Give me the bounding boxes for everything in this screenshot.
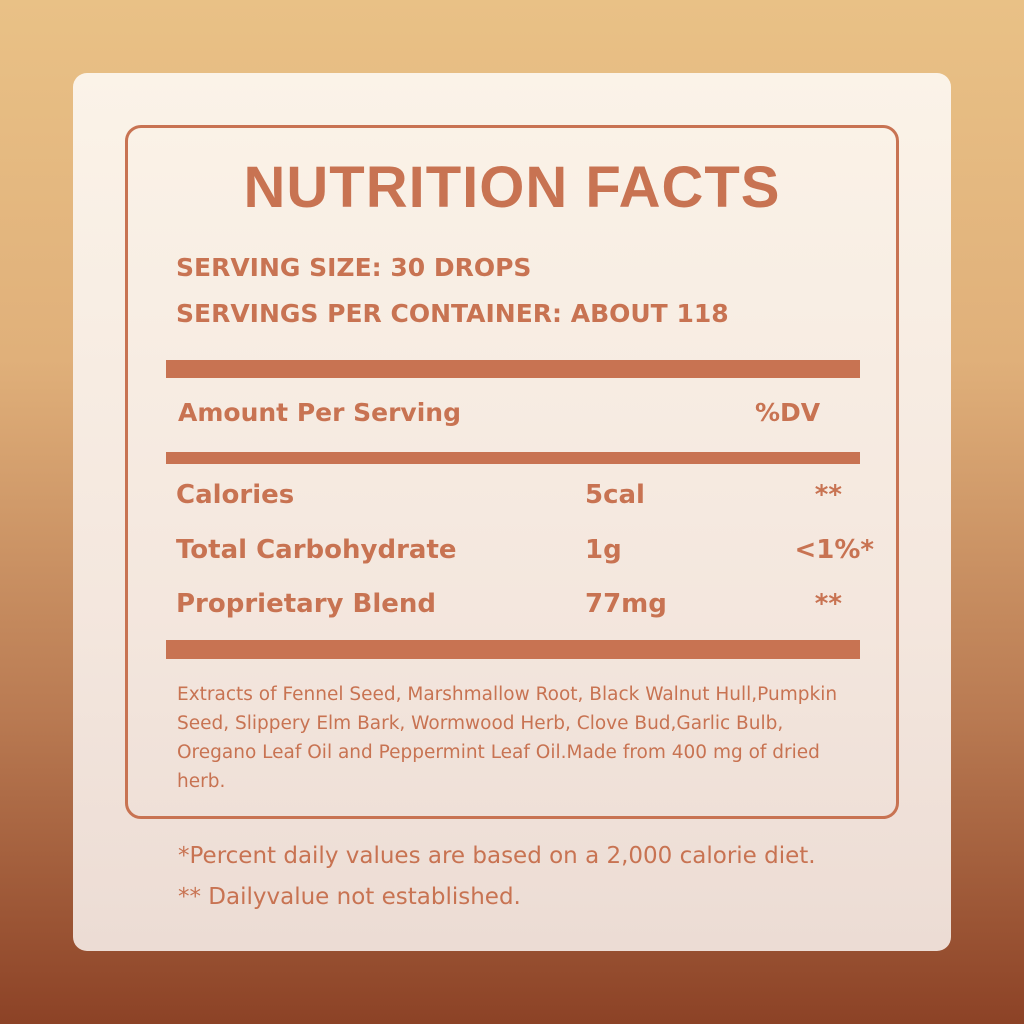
nutrient-name: Calories	[176, 480, 295, 510]
nutrient-name: Proprietary Blend	[176, 589, 436, 619]
nutrient-dv: **	[814, 589, 842, 619]
nutrient-amount: 5cal	[585, 480, 645, 510]
nutrient-amount: 77mg	[585, 589, 667, 619]
label-frame	[125, 125, 899, 819]
label-card	[73, 73, 951, 951]
nutrient-amount: 1g	[585, 535, 622, 565]
footnote-percent-dv: *Percent daily values are based on a 2,0…	[178, 843, 816, 869]
ingredients-text: Extracts of Fennel Seed, Marshmallow Roo…	[177, 684, 838, 792]
divider-bar	[166, 360, 860, 378]
amount-per-serving-label: Amount Per Serving	[178, 398, 461, 427]
servings-per-container: SERVINGS PER CONTAINER: ABOUT 118	[176, 299, 729, 328]
nutrient-dv: <1%*	[794, 535, 874, 565]
divider-bar	[166, 452, 860, 464]
divider-bar	[166, 640, 860, 659]
nutrient-name: Total Carbohydrate	[176, 535, 457, 565]
label-title: NUTRITION FACTS	[243, 155, 781, 220]
footnote-dv-not-established: ** Dailyvalue not established.	[178, 884, 521, 910]
dv-label: %DV	[755, 398, 821, 427]
nutrient-dv: **	[814, 480, 842, 510]
serving-size: SERVING SIZE: 30 DROPS	[176, 253, 532, 282]
